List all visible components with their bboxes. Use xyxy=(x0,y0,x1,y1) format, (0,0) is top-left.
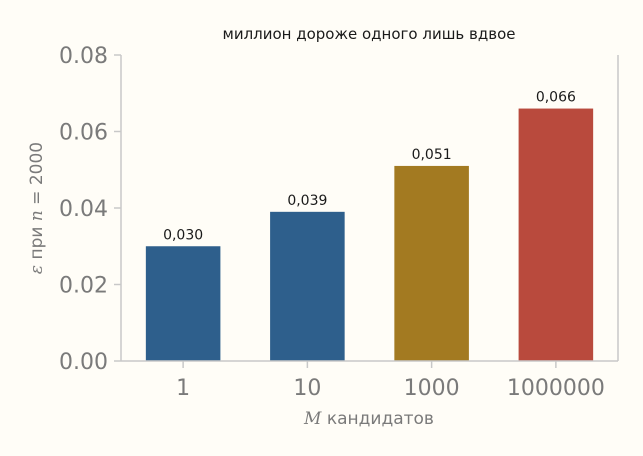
x-axis-text: кандидатов xyxy=(321,409,434,429)
bar xyxy=(270,211,345,361)
bar xyxy=(394,165,469,361)
bar-value-label: 0,030 xyxy=(163,227,203,243)
y-axis-label: ε при n = 2000 xyxy=(27,142,47,274)
x-ticks: 1 10 1000 1000000 xyxy=(176,361,605,401)
bar xyxy=(518,108,594,361)
x-tick-label: 1000000 xyxy=(507,376,605,401)
x-tick-label: 10 xyxy=(293,376,321,401)
bar-value-label: 0,039 xyxy=(287,193,327,209)
x-axis-label: M кандидатов xyxy=(303,409,434,429)
bars: 0,030 0,039 0,051 0,066 xyxy=(145,90,594,361)
y-axis-rest: = 2000 xyxy=(27,142,47,210)
x-tick-label: 1000 xyxy=(404,376,460,401)
chart-title: миллион дороже одного лишь вдвое xyxy=(223,25,516,43)
bar xyxy=(145,246,221,361)
y-tick-label: 0.00 xyxy=(59,350,108,375)
y-axis-symbol2: n xyxy=(27,210,47,221)
y-axis-symbol: ε xyxy=(27,265,47,274)
y-tick-label: 0.02 xyxy=(59,274,108,299)
bar-value-label: 0,066 xyxy=(536,90,576,106)
x-axis-symbol: M xyxy=(303,409,322,429)
x-tick-label: 1 xyxy=(176,376,190,401)
bar-value-label: 0,051 xyxy=(412,147,452,163)
y-ticks: 0.00 0.02 0.04 0.06 0.08 xyxy=(59,44,121,375)
y-tick-label: 0.08 xyxy=(59,44,108,69)
y-axis-mid: при xyxy=(27,221,47,265)
y-tick-label: 0.06 xyxy=(59,121,108,146)
y-tick-label: 0.04 xyxy=(59,197,108,222)
